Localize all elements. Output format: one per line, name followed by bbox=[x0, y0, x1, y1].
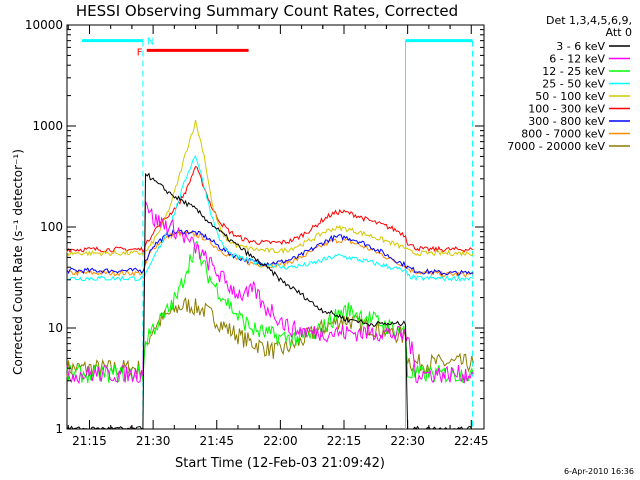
y-tick-label: 10 bbox=[48, 321, 63, 335]
footer-date: 6-Apr-2010 16:36 bbox=[564, 467, 634, 476]
legend-entry-label: 50 - 100 keV bbox=[535, 90, 605, 103]
series-line bbox=[66, 172, 474, 430]
y-tick-label: 1000 bbox=[32, 119, 63, 133]
legend-entry-label: 300 - 800 keV bbox=[528, 115, 605, 128]
series-layer bbox=[66, 119, 474, 430]
legend-entry-label: 800 - 7000 keV bbox=[521, 128, 605, 141]
x-tick-label: 22:30 bbox=[390, 434, 425, 448]
legend-entry-label: 25 - 50 keV bbox=[542, 78, 605, 91]
series-line bbox=[66, 201, 474, 385]
series-line bbox=[66, 165, 474, 253]
plot-area: FN 1 10 100 1000 10000 21:15 21:30 21:45 22:00 22… bbox=[25, 18, 489, 448]
legend-entry-label: 7000 - 20000 keV bbox=[507, 140, 605, 153]
y-axis-label: Corrected Count Rate (s⁻¹ detector⁻¹) bbox=[11, 149, 25, 375]
x-axis-label: Start Time (12-Feb-03 21:09:42) bbox=[175, 456, 385, 471]
y-tick-label: 100 bbox=[40, 220, 63, 234]
series-line bbox=[66, 230, 474, 278]
x-tick-label: 21:30 bbox=[136, 434, 171, 448]
legend-entry-label: 6 - 12 keV bbox=[549, 53, 605, 66]
x-tick-label: 21:45 bbox=[199, 434, 234, 448]
y-tick-label: 10000 bbox=[25, 18, 63, 32]
series-line bbox=[66, 119, 474, 257]
axis-layer: 1 10 100 1000 10000 21:15 21:30 21:45 22:00 22:15… bbox=[25, 18, 489, 448]
x-tick-label: 22:15 bbox=[327, 434, 362, 448]
chart-title: HESSI Observing Summary Count Rates, Cor… bbox=[76, 2, 458, 20]
x-tick-label: 22:45 bbox=[454, 434, 489, 448]
series-line bbox=[66, 154, 474, 283]
legend-header-line-1: Det 1,3,4,5,6,9, bbox=[546, 14, 632, 27]
night-flag-label: N bbox=[147, 37, 154, 48]
legend-entry-label: 100 - 300 keV bbox=[528, 103, 605, 116]
legend-entry-label: 3 - 6 keV bbox=[556, 40, 605, 53]
x-tick-label: 22:00 bbox=[263, 434, 298, 448]
flare-flag-label: F bbox=[137, 47, 143, 58]
legend-header-line-2: Att 0 bbox=[606, 26, 632, 39]
series-line bbox=[66, 229, 474, 277]
legend-entry-label: 12 - 25 keV bbox=[542, 65, 605, 78]
x-tick-label: 21:15 bbox=[72, 434, 107, 448]
series-line bbox=[66, 296, 474, 378]
y-tick-label: 1 bbox=[55, 422, 63, 436]
